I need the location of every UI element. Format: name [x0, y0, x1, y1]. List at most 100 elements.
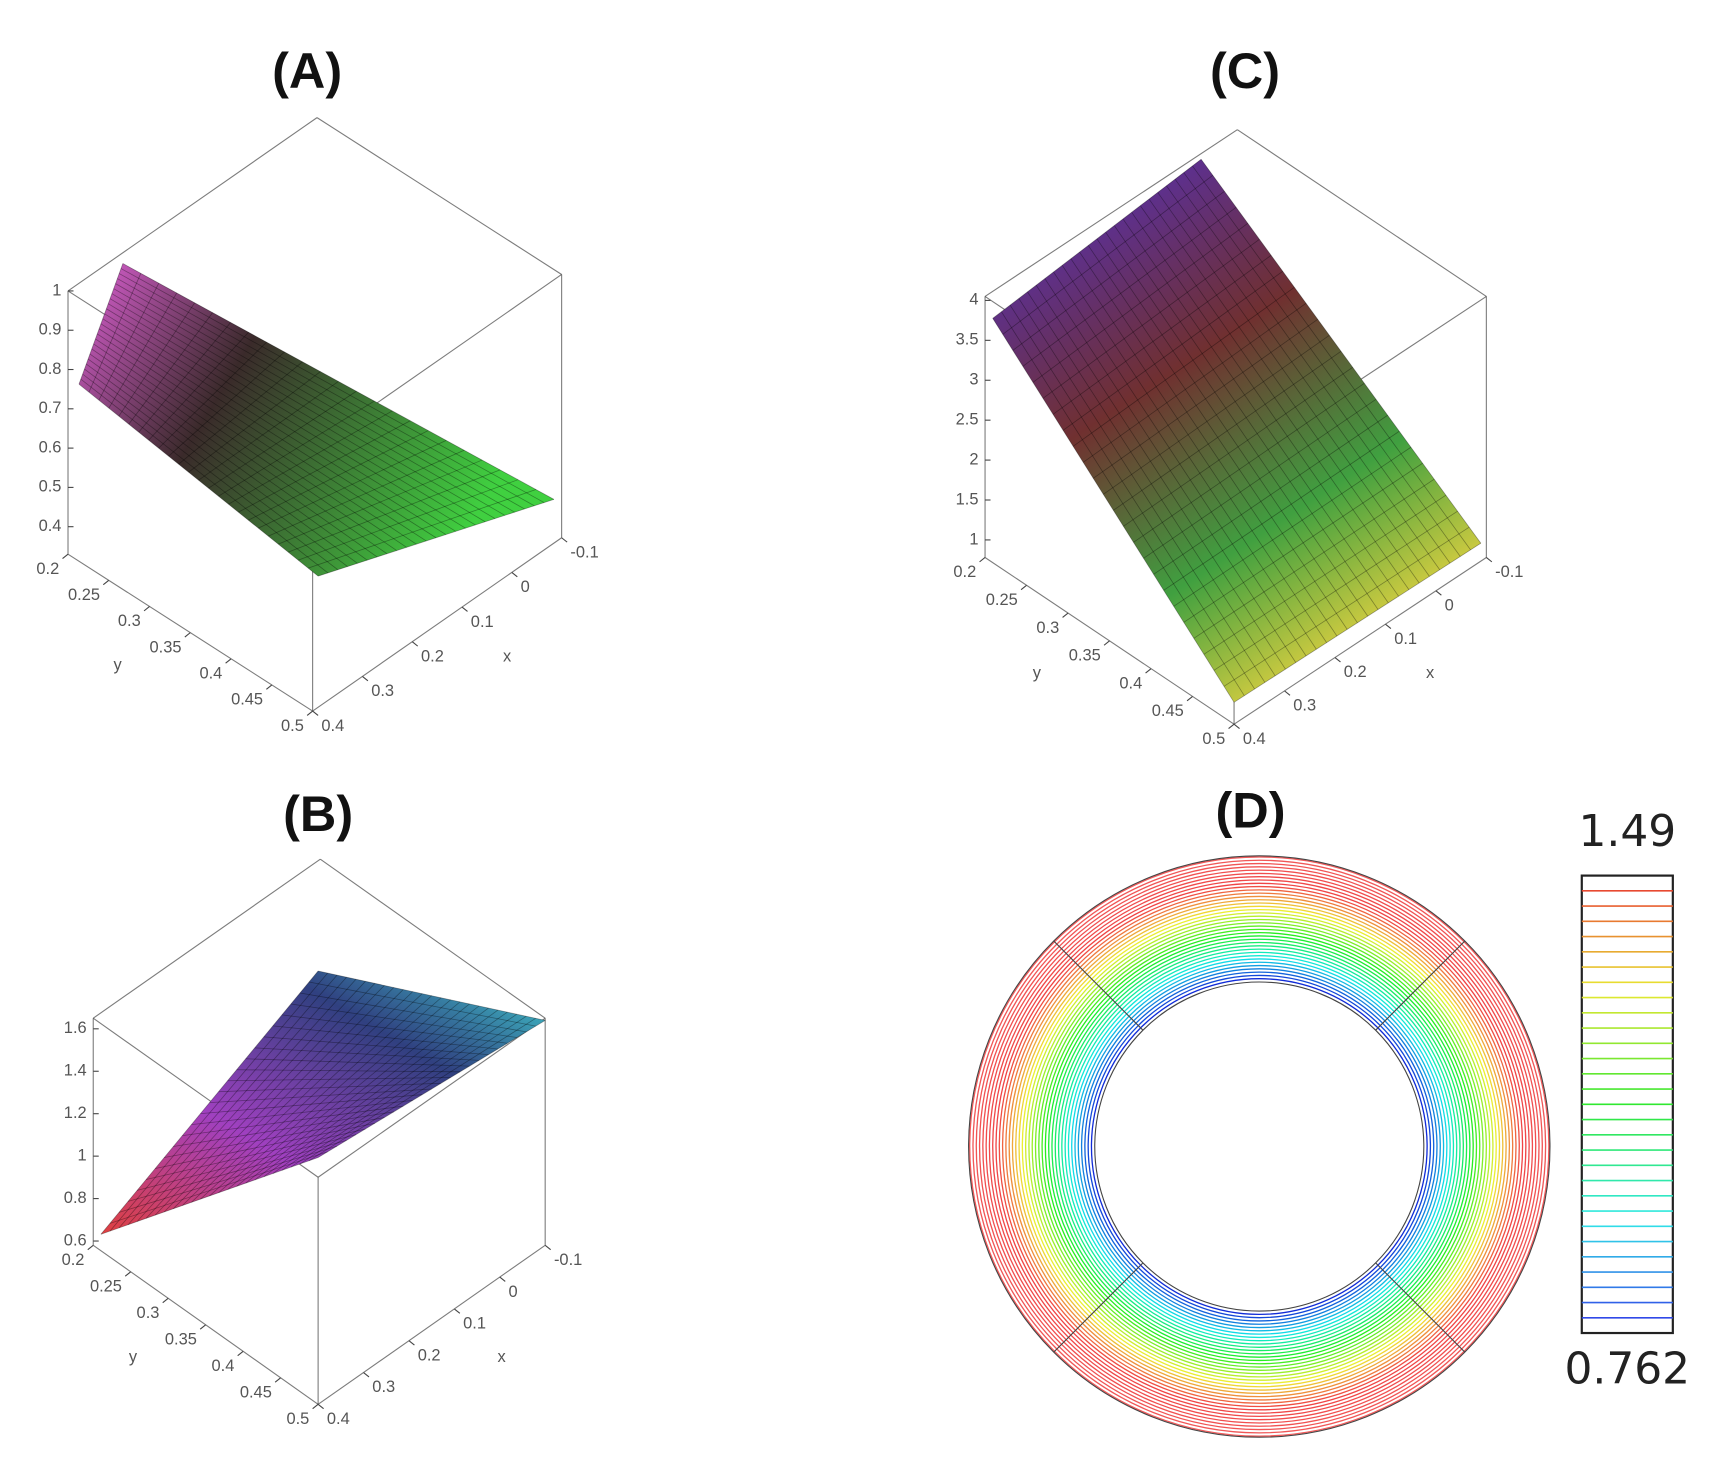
- mesh-line: [80, 378, 329, 574]
- mesh-line: [86, 363, 358, 564]
- y-tick: [306, 710, 313, 716]
- mesh-line: [263, 1007, 489, 1178]
- y-tick-label: 0.35: [150, 638, 182, 656]
- z-tick-label: 0.8: [39, 360, 62, 378]
- surface: [992, 159, 1481, 703]
- x-axis-label: x: [497, 1348, 506, 1366]
- mesh-line: [89, 353, 378, 558]
- mesh-line: [1192, 165, 1471, 551]
- mesh-line: [1001, 311, 1245, 696]
- contour-ring: [1001, 889, 1517, 1404]
- z-tick-label: 1.2: [64, 1104, 87, 1122]
- mesh-line: [281, 1014, 508, 1044]
- mesh-line: [1166, 185, 1441, 570]
- y-tick-label: 0.5: [1202, 730, 1225, 748]
- contour-ring: [1067, 955, 1451, 1339]
- mesh-line: [88, 273, 142, 393]
- mesh-line: [1022, 206, 1237, 367]
- y-tick-label: 0.2: [36, 560, 59, 578]
- surface: [100, 971, 546, 1235]
- x-tick: [511, 571, 518, 578]
- mesh-line: [236, 1069, 461, 1073]
- contour-ring: [1044, 931, 1474, 1362]
- z-tick-label: 0.6: [39, 438, 62, 456]
- y-tick: [1186, 696, 1193, 702]
- mesh-line: [992, 318, 1235, 703]
- y-tick-label: 0.3: [137, 1304, 160, 1322]
- contour-ring: [1077, 964, 1441, 1329]
- z-tick-label: 0.7: [39, 399, 62, 417]
- mesh-line: [1123, 366, 1353, 527]
- mesh-line: [1012, 190, 1225, 351]
- x-tick-label: 0.1: [463, 1315, 486, 1333]
- z-tick-label: 2: [969, 450, 978, 468]
- x-tick-label: 0.3: [372, 1378, 395, 1396]
- y-tick-label: 0.45: [231, 691, 263, 709]
- mesh-line: [208, 390, 357, 489]
- mesh-line: [218, 997, 442, 1193]
- y-tick: [979, 557, 986, 563]
- mesh-line: [1072, 286, 1295, 447]
- z-tick-label: 0.5: [39, 478, 62, 496]
- contour-ring: [1015, 902, 1504, 1391]
- mesh-line: [1061, 265, 1317, 650]
- mesh-line: [154, 983, 376, 1216]
- z-tick-label: 1: [969, 530, 978, 548]
- x-tick-label: 0.4: [321, 717, 344, 735]
- mesh-line: [1087, 245, 1348, 630]
- y-tick-label: 0.25: [68, 586, 100, 604]
- y-axis-label: y: [129, 1348, 138, 1366]
- mesh-line: [191, 991, 413, 1203]
- contour-ring: [1031, 918, 1488, 1375]
- contour-ring: [1054, 941, 1464, 1352]
- x-tick-label: 0.2: [418, 1346, 441, 1364]
- mesh-line: [100, 323, 437, 539]
- mesh-line: [238, 420, 411, 513]
- box-edge: [1233, 557, 1487, 725]
- outer-circle: [968, 855, 1551, 1438]
- mesh-line: [109, 1151, 328, 1224]
- contour-ring: [1018, 905, 1501, 1388]
- mesh-line: [1053, 271, 1307, 657]
- mesh-line: [1044, 278, 1297, 663]
- mesh-line: [109, 298, 486, 523]
- x-axis-label: x: [1426, 664, 1435, 682]
- mesh-line: [128, 312, 213, 425]
- mesh-line: [200, 993, 423, 1200]
- mesh-line: [245, 1058, 470, 1067]
- y-tick: [87, 1244, 94, 1251]
- mesh-line: [1163, 430, 1400, 591]
- y-tick: [162, 1297, 169, 1304]
- x-tick-label: 0.3: [371, 682, 394, 700]
- contour-ring: [978, 866, 1540, 1427]
- x-tick: [499, 1276, 506, 1282]
- x-tick: [461, 606, 468, 612]
- contour-ring: [972, 859, 1547, 1434]
- mesh-line: [317, 1020, 546, 1158]
- diagonal: [1053, 940, 1144, 1031]
- contour-ring: [1038, 925, 1481, 1368]
- mesh-line: [1174, 178, 1451, 564]
- surfaces: [67, 117, 1551, 1438]
- x-tick-label: 0: [509, 1283, 518, 1301]
- y-tick: [1103, 640, 1110, 646]
- mesh-line: [281, 1011, 508, 1171]
- y-tick-label: 0.3: [118, 612, 141, 630]
- mesh-line: [173, 987, 395, 1209]
- mesh-line: [1133, 382, 1365, 543]
- mesh-line: [1183, 462, 1423, 623]
- mesh-line: [1103, 334, 1330, 495]
- y-tick: [237, 1350, 244, 1357]
- y-tick-label: 0.4: [1119, 674, 1142, 692]
- mesh-line: [1183, 172, 1461, 557]
- z-tick-label: 1: [78, 1146, 87, 1164]
- mesh-line: [164, 1117, 385, 1158]
- x-tick-label: 0.4: [327, 1410, 350, 1428]
- y-tick: [143, 606, 150, 612]
- mesh-line: [1200, 159, 1482, 544]
- x-tick-label: -0.1: [1495, 563, 1523, 581]
- y-tick-label: 0.5: [281, 717, 304, 735]
- x-tick-label: 0.1: [1394, 630, 1417, 648]
- panel-title: (B): [283, 785, 353, 842]
- mesh-line: [102, 318, 447, 535]
